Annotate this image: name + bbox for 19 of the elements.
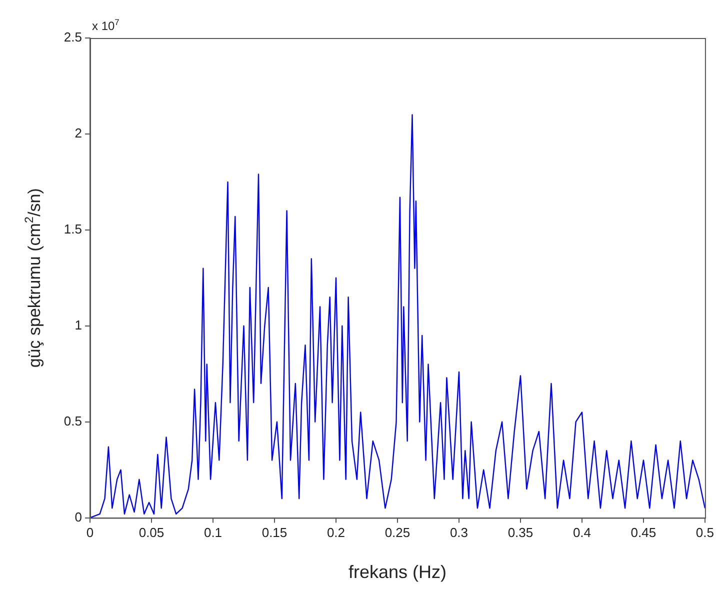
x-tick-label: 0.2 bbox=[326, 525, 346, 540]
x-tick-label: 0.15 bbox=[262, 525, 288, 540]
y-axis-title: güç spektrumu (cm2/sn) bbox=[22, 188, 44, 368]
y-tick-label: 0.5 bbox=[64, 413, 82, 428]
x-tick-label: 0.4 bbox=[572, 525, 592, 540]
x-tick-label: 0 bbox=[86, 525, 94, 540]
y-tick-label: 1 bbox=[74, 317, 82, 332]
x-tick-label: 0.3 bbox=[450, 525, 468, 540]
x-tick-label: 0.35 bbox=[508, 525, 534, 540]
y-tick-label: 2.5 bbox=[64, 30, 82, 45]
y-tick-label: 0 bbox=[74, 509, 82, 524]
x-tick-label: 0.05 bbox=[138, 525, 164, 540]
y-tick-label: 1.5 bbox=[64, 222, 82, 236]
x-tick-label: 0.25 bbox=[384, 525, 410, 540]
x-tick-label: 0.45 bbox=[630, 525, 656, 540]
x-tick-label: 0.1 bbox=[204, 525, 222, 540]
x-axis-title: frekans (Hz) bbox=[348, 562, 446, 582]
x-tick-label: 0.5 bbox=[696, 525, 714, 540]
y-tick-label: 2 bbox=[74, 126, 82, 141]
